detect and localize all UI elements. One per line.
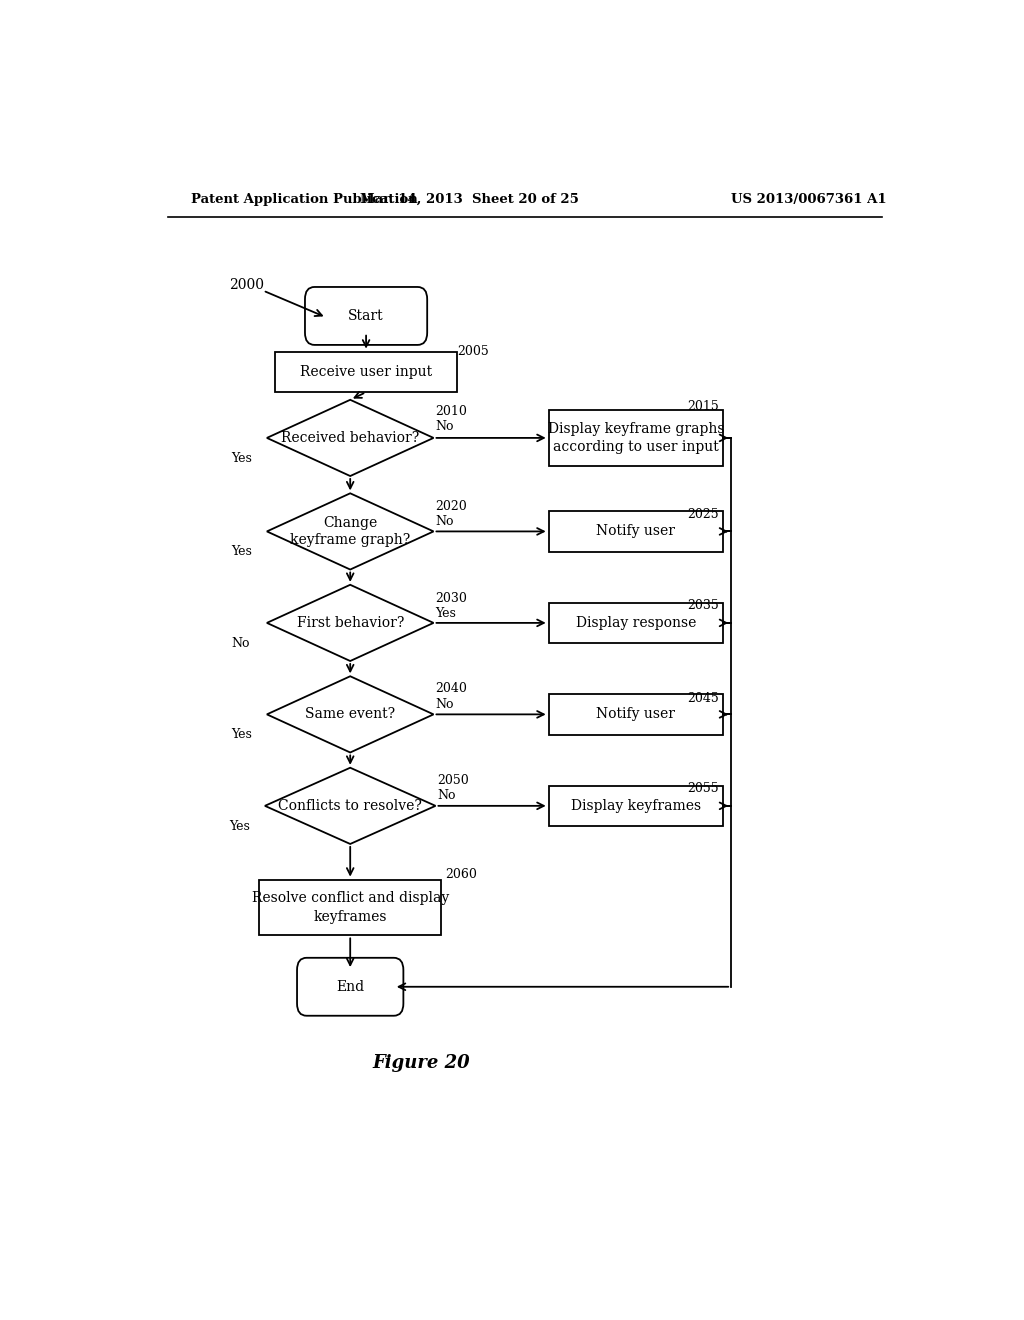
Text: No: No <box>435 515 454 528</box>
Text: No: No <box>435 420 454 433</box>
Text: Figure 20: Figure 20 <box>373 1053 470 1072</box>
Bar <box>549 694 723 735</box>
Text: 2025: 2025 <box>687 508 719 520</box>
Text: Yes: Yes <box>435 607 456 620</box>
Bar <box>549 602 723 643</box>
Text: No: No <box>435 698 454 710</box>
Text: Mar. 14, 2013  Sheet 20 of 25: Mar. 14, 2013 Sheet 20 of 25 <box>359 193 579 206</box>
Text: Notify user: Notify user <box>596 708 676 721</box>
Text: 2000: 2000 <box>229 279 264 293</box>
Polygon shape <box>265 768 435 843</box>
Bar <box>549 511 723 552</box>
Text: Patent Application Publication: Patent Application Publication <box>191 193 418 206</box>
Text: Received behavior?: Received behavior? <box>281 430 420 445</box>
Text: 2010: 2010 <box>435 405 467 418</box>
Text: Yes: Yes <box>231 729 252 742</box>
Text: 2005: 2005 <box>458 345 489 358</box>
Text: Display keyframes: Display keyframes <box>570 799 701 813</box>
Text: No: No <box>231 636 250 649</box>
Polygon shape <box>267 400 433 477</box>
Text: Receive user input: Receive user input <box>300 364 432 379</box>
Text: 2030: 2030 <box>435 591 467 605</box>
Text: 2020: 2020 <box>435 499 467 512</box>
FancyBboxPatch shape <box>305 286 427 345</box>
Text: 2055: 2055 <box>687 781 719 795</box>
Text: 2050: 2050 <box>437 774 469 787</box>
Text: 2035: 2035 <box>687 599 719 612</box>
Bar <box>549 785 723 826</box>
Text: 2045: 2045 <box>687 692 719 705</box>
Text: Display response: Display response <box>575 616 696 630</box>
Text: Resolve conflict and display
keyframes: Resolve conflict and display keyframes <box>252 891 449 924</box>
Text: No: No <box>437 789 456 803</box>
Text: 2060: 2060 <box>445 869 477 882</box>
Polygon shape <box>267 494 433 569</box>
Text: 2040: 2040 <box>435 682 467 696</box>
Text: Change
keyframe graph?: Change keyframe graph? <box>290 516 411 546</box>
Text: Yes: Yes <box>229 820 250 833</box>
Text: Yes: Yes <box>231 545 252 558</box>
Text: US 2013/0067361 A1: US 2013/0067361 A1 <box>731 193 887 206</box>
Text: 2015: 2015 <box>687 400 719 413</box>
Bar <box>549 411 723 466</box>
Text: Conflicts to resolve?: Conflicts to resolve? <box>279 799 422 813</box>
Polygon shape <box>267 676 433 752</box>
FancyBboxPatch shape <box>297 958 403 1015</box>
Text: Same event?: Same event? <box>305 708 395 721</box>
Text: End: End <box>336 979 365 994</box>
Text: First behavior?: First behavior? <box>297 616 403 630</box>
Bar <box>274 351 458 392</box>
Text: Start: Start <box>348 309 384 323</box>
Polygon shape <box>267 585 433 661</box>
Text: Notify user: Notify user <box>596 524 676 539</box>
Bar <box>259 879 441 936</box>
Text: Yes: Yes <box>231 451 252 465</box>
Text: Display keyframe graphs
according to user input: Display keyframe graphs according to use… <box>548 421 724 454</box>
